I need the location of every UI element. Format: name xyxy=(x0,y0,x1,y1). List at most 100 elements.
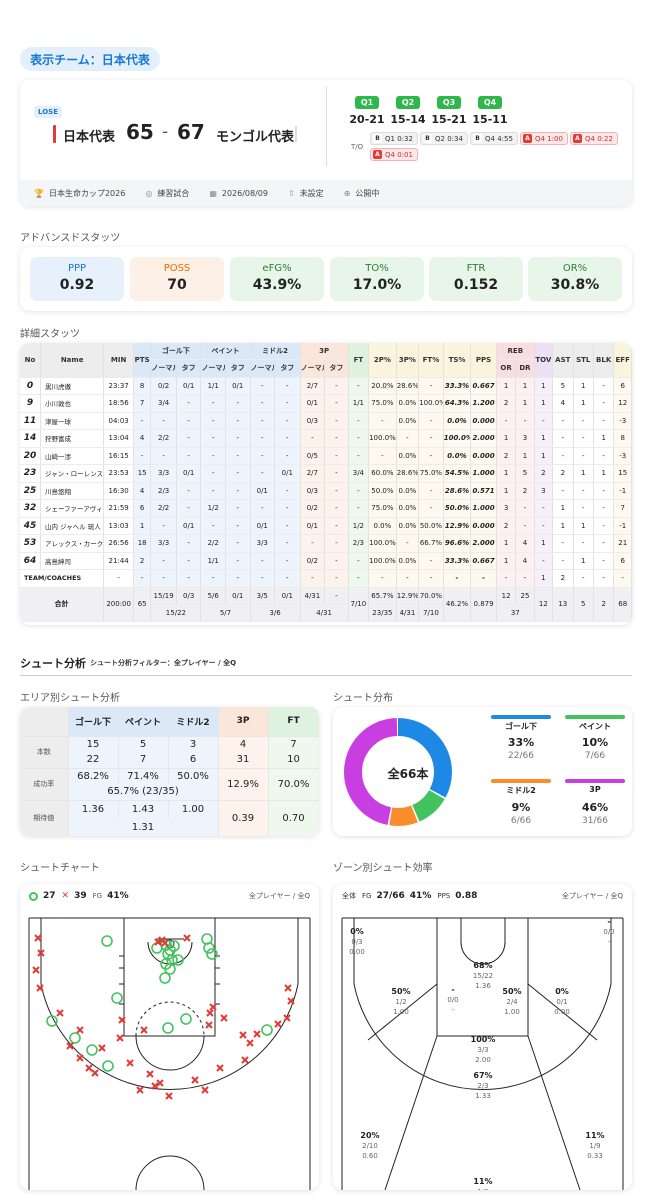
center-circle xyxy=(135,1155,205,1190)
th-stl[interactable]: STL xyxy=(573,343,594,378)
shot-made-mark[interactable] xyxy=(69,1032,81,1044)
shot-miss-mark[interactable] xyxy=(206,1009,214,1017)
th-blk[interactable]: BLK xyxy=(593,343,615,378)
zone-filter-label[interactable]: 全プレイヤー / 全Q xyxy=(561,892,623,900)
shot-made-mark[interactable] xyxy=(111,992,123,1004)
shot-miss-mark[interactable] xyxy=(76,1026,84,1034)
shot-miss-mark[interactable] xyxy=(32,966,40,974)
shot-miss-mark[interactable] xyxy=(283,1014,291,1022)
shot-miss-mark[interactable] xyxy=(216,1064,224,1072)
shot-made-mark[interactable] xyxy=(159,972,171,984)
table-row[interactable]: 64 高島紳司 21:44 2- -1/1- - -0/2- -100.0% 0.0% -33.3… xyxy=(20,552,632,570)
cell-tn: 0/1 xyxy=(300,517,326,535)
shot-miss-mark[interactable] xyxy=(183,934,191,942)
cell-pt: - xyxy=(225,569,251,588)
th-name[interactable]: Name xyxy=(40,343,105,378)
shot-made-mark[interactable] xyxy=(86,1044,98,1056)
shot-miss-mark[interactable] xyxy=(140,1026,148,1034)
legend-frac: 31/66 xyxy=(582,816,608,826)
chart-filter-label[interactable]: 全プレイヤー / 全Q xyxy=(248,892,310,900)
th-ft-pct[interactable]: FT% xyxy=(418,343,444,378)
shot-miss-mark[interactable] xyxy=(191,1076,199,1084)
cell-pn: - xyxy=(200,517,226,535)
detail-stats-table: No Name MIN PTS ゴール下 ペイント ミドル2 3P FT 2P%… xyxy=(20,343,632,622)
th-ft[interactable]: FT xyxy=(348,343,370,378)
shot-made-mark[interactable] xyxy=(206,948,218,960)
table-row[interactable]: TEAM/COACHES - - - - - - - - - - - - - - - - - -1 2- - - xyxy=(20,569,632,588)
shot-miss-mark[interactable] xyxy=(165,1092,173,1100)
th-pps[interactable]: PPS xyxy=(470,343,497,378)
table-row[interactable]: 14 狩野富成 13:04 4 2/2- - - - - - - -100.0% - -100.0% 2.0… xyxy=(20,429,632,448)
th-ast[interactable]: AST xyxy=(552,343,574,378)
th-pts[interactable]: PTS xyxy=(133,343,152,378)
table-row[interactable]: 25 川島悠翔 16:30 4 2/3- - -0/1-0/3- -50.0% 0.0% -28.… xyxy=(20,482,632,500)
zone-frac: 1/9 xyxy=(589,1142,600,1150)
shot-made-mark[interactable] xyxy=(102,1060,114,1072)
shot-miss-mark[interactable] xyxy=(136,1086,144,1094)
table-row[interactable]: 11 津屋一球 04:03- - - - - - -0/3- - -0.0% -0.0% 0.000- -… xyxy=(20,412,632,430)
shot-miss-mark[interactable] xyxy=(116,1034,124,1042)
advanced-stats-card: PPP 0.92 POSS 70 eFG% 43.9% TO% 17.0% FTR 0.1… xyxy=(20,247,632,311)
th-3p-pct[interactable]: 3P% xyxy=(396,343,420,378)
shot-miss-mark[interactable] xyxy=(56,1009,64,1017)
shot-made-mark[interactable] xyxy=(101,935,113,947)
shot-miss-mark[interactable] xyxy=(91,1069,99,1077)
shot-miss-mark[interactable] xyxy=(284,984,292,992)
cell-stl: 1 xyxy=(573,377,594,395)
table-row[interactable]: 32シェーファーアヴィ幸樹21:5962/2-1/2---0/2--75.0%0… xyxy=(20,499,632,518)
shot-made-mark[interactable] xyxy=(172,954,184,966)
shot-miss-mark[interactable] xyxy=(76,1054,84,1062)
table-row[interactable]: 9 小川敦也 18:56 7 3/4- - - - -0/1-1/1 75.0% 0.0% 100.0… xyxy=(20,394,632,413)
shot-miss-mark[interactable] xyxy=(36,984,44,992)
th-2p-pct[interactable]: 2P% xyxy=(368,343,397,378)
shot-miss-mark[interactable] xyxy=(253,1030,261,1038)
shot-miss-mark[interactable] xyxy=(220,1014,228,1022)
th-dr[interactable]: DR xyxy=(515,359,535,378)
zone-pps: 1.33 xyxy=(475,1092,491,1100)
shot-miss-mark[interactable] xyxy=(239,1031,247,1039)
shot-miss-mark[interactable] xyxy=(274,1020,282,1028)
th-eff[interactable]: EFF xyxy=(613,343,632,378)
shot-miss-mark[interactable] xyxy=(246,1039,254,1047)
shot-miss-mark[interactable] xyxy=(151,1082,159,1090)
shot-made-mark[interactable] xyxy=(261,1024,273,1036)
shot-miss-mark[interactable] xyxy=(161,939,169,947)
shot-made-mark[interactable] xyxy=(180,1013,192,1025)
shot-made-mark[interactable] xyxy=(168,940,180,952)
th-no[interactable]: No xyxy=(20,343,41,378)
table-row[interactable]: 23ジャン・ローレンス・ハーパージュニア23:53153/30/1---0/12… xyxy=(20,464,632,483)
th-ts-pct[interactable]: TS% xyxy=(443,343,472,378)
th-min[interactable]: MIN xyxy=(103,343,134,378)
shot-miss-mark[interactable] xyxy=(156,1079,164,1087)
th-tough: タフ xyxy=(176,359,202,378)
shot-miss-mark[interactable] xyxy=(126,1059,134,1067)
shot-made-mark[interactable] xyxy=(164,963,176,975)
shot-miss-mark[interactable] xyxy=(98,1044,106,1052)
team-display-pill[interactable]: 表示チーム：日本代表 xyxy=(20,47,160,71)
shot-miss-mark[interactable] xyxy=(201,1086,209,1094)
shot-miss-mark[interactable] xyxy=(209,1003,217,1011)
table-row[interactable]: 0 黒川虎徹 23:37 8 0/2 0/1 1/1 0/1- -2/7- -20.0% 28.6%… xyxy=(20,377,632,395)
shot-miss-mark[interactable] xyxy=(146,1070,154,1078)
cell-pts: - xyxy=(133,569,152,588)
th-or[interactable]: OR xyxy=(496,359,517,378)
shot-miss-mark[interactable] xyxy=(37,949,45,957)
shot-made-mark[interactable] xyxy=(162,1022,174,1034)
table-row[interactable]: 45 山内 ジャヘル 琉人 13:03 1-0/1- -0/1-0/1-1/2 0.0% 0… xyxy=(20,517,632,535)
shot-miss-mark[interactable] xyxy=(66,1042,74,1050)
shot-made-mark[interactable] xyxy=(46,1015,58,1027)
shot-miss-mark[interactable] xyxy=(241,1056,249,1064)
shot-miss-mark[interactable] xyxy=(85,1064,93,1072)
table-row[interactable]: 20 山崎一渉 16:15- - - - - - -0/5- - -0.0% -0.0% 0.000 2 1… xyxy=(20,447,632,465)
table-row[interactable]: 53 アレックス・カーク 26:56 18 3/3-2/2-3/3- - -2/3 100.0… xyxy=(20,534,632,553)
shot-miss-mark[interactable] xyxy=(118,1016,126,1024)
shot-miss-mark[interactable] xyxy=(154,938,162,946)
shot-miss-mark[interactable] xyxy=(34,934,42,942)
area-col-paint: ペイント xyxy=(118,707,169,737)
shot-made-mark[interactable] xyxy=(203,942,215,954)
th-tov[interactable]: TOV xyxy=(534,343,554,378)
shot-filter-label[interactable]: シュート分析フィルター：全プレイヤー / 全Q xyxy=(90,659,237,667)
cell-pps: 2.000 xyxy=(470,429,497,448)
shot-miss-mark[interactable] xyxy=(205,1021,213,1029)
shot-miss-mark[interactable] xyxy=(287,997,295,1005)
